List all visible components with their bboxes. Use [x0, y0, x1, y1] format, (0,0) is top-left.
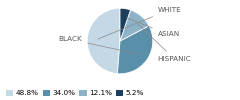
- Wedge shape: [117, 26, 153, 74]
- Text: WHITE: WHITE: [98, 7, 181, 39]
- Text: BLACK: BLACK: [59, 36, 138, 54]
- Text: ASIAN: ASIAN: [126, 18, 180, 37]
- Legend: 48.8%, 34.0%, 12.1%, 5.2%: 48.8%, 34.0%, 12.1%, 5.2%: [6, 90, 144, 96]
- Wedge shape: [87, 8, 120, 74]
- Text: HISPANIC: HISPANIC: [138, 24, 192, 62]
- Wedge shape: [120, 10, 149, 41]
- Wedge shape: [120, 8, 131, 41]
